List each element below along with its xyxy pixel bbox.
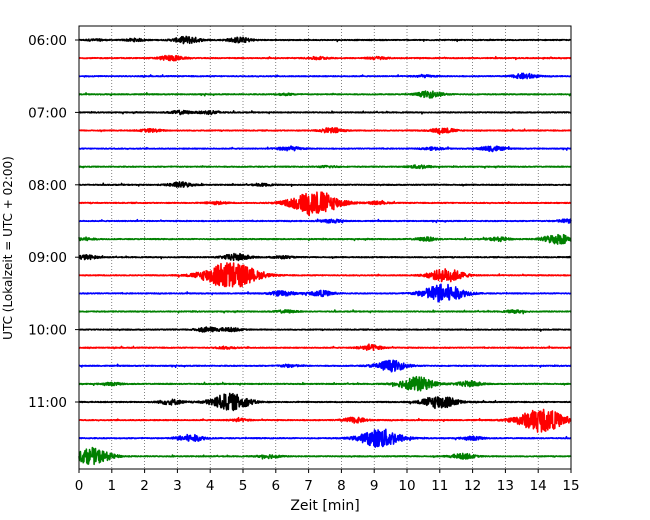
y-tick-label: 08:00 [28,178,67,194]
x-tick-label: 8 [337,478,346,494]
trace-line [78,191,572,217]
x-axis-ticks: 0 1 2 3 4 5 6 7 8 9 10 11 12 13 14 15 [75,469,580,494]
trace-line [78,326,572,333]
trace-line [78,252,572,262]
x-tick-label: 15 [562,478,579,494]
trace-line [78,126,572,136]
x-tick-label: 4 [206,478,215,494]
trace-line [78,72,572,80]
y-axis-label: UTC (Lokalzeit = UTC + 02:00) [1,156,15,340]
trace-line [78,392,572,412]
trace-line [78,54,572,62]
x-tick-label: 11 [431,478,448,494]
trace-line [78,90,572,99]
x-tick-label: 9 [370,478,379,494]
x-tick-label: 14 [530,478,547,494]
trace-line [78,343,572,352]
trace-line [78,262,572,288]
x-tick-label: 1 [108,478,117,494]
trace-line [78,233,572,245]
trace-line [78,408,572,433]
trace-line [78,164,572,170]
x-tick-label: 0 [75,478,84,494]
y-tick-label: 06:00 [28,33,67,49]
y-tick-label: 10:00 [28,323,67,339]
trace-line [78,428,572,448]
trace-line [78,375,572,392]
trace-line [78,359,572,373]
trace-line [78,35,572,45]
trace-line [78,218,572,224]
vertical-grid [111,26,539,469]
x-tick-label: 7 [304,478,313,494]
x-tick-label: 13 [497,478,514,494]
x-axis-label: Zeit [min] [290,498,359,514]
y-axis-ticks: 06:00 07:00 08:00 09:00 10:00 11:00 [28,33,79,411]
x-tick-label: 6 [272,478,281,494]
x-tick-label: 12 [464,478,481,494]
x-tick-label: 5 [239,478,248,494]
y-tick-label: 09:00 [28,250,67,266]
plot-frame [78,25,572,470]
trace-line [78,181,572,188]
trace-line [78,283,572,303]
trace-line [78,309,572,315]
y-tick-label: 11:00 [28,395,67,411]
seismic-traces [78,35,572,466]
trace-line [78,446,572,466]
x-tick-label: 2 [140,478,149,494]
x-tick-label: 10 [398,478,415,494]
trace-line [78,145,572,153]
x-tick-label: 3 [173,478,182,494]
y-tick-label: 07:00 [28,105,67,121]
trace-line [78,109,572,116]
